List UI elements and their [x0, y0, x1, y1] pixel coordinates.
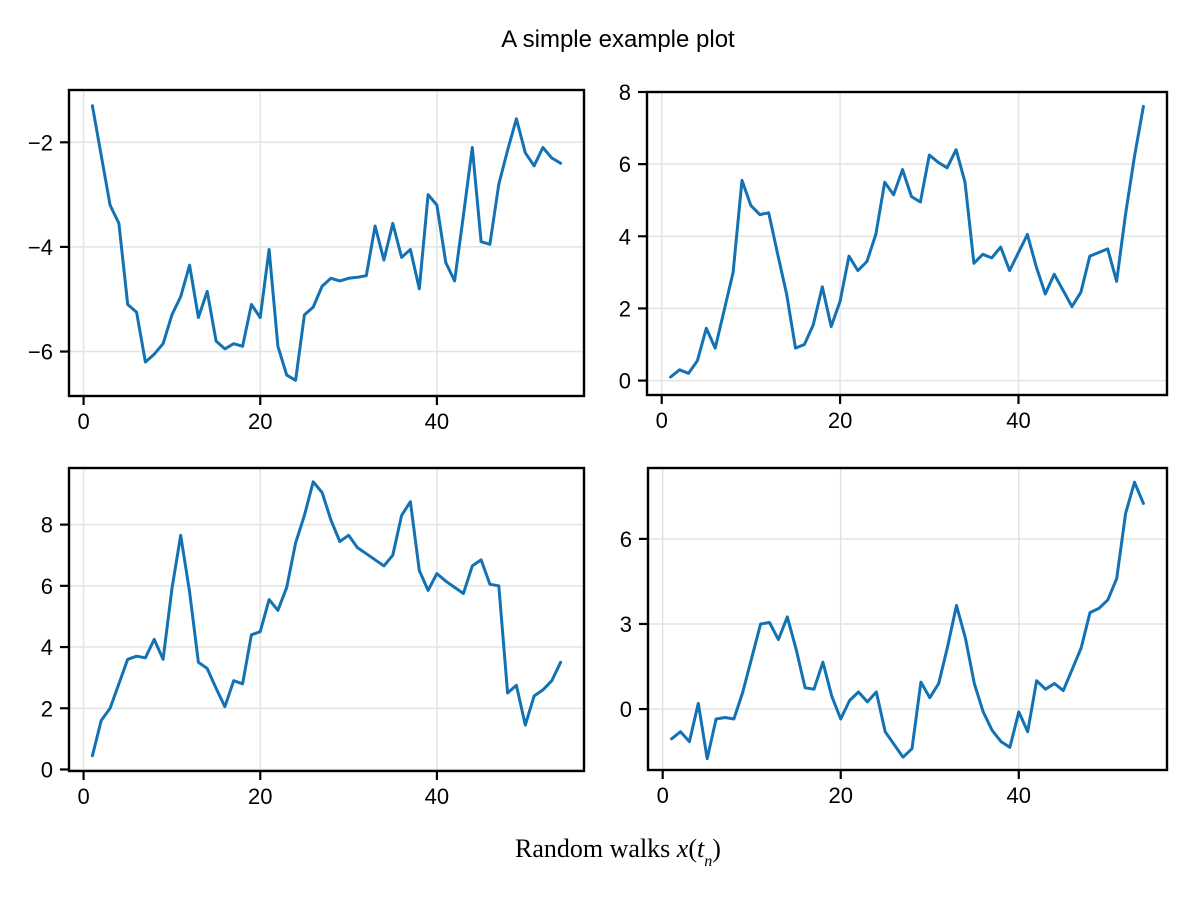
y-tick-label: 3 [620, 612, 632, 637]
x-tick-label: 0 [77, 784, 89, 809]
y-tick-label: 4 [41, 635, 53, 660]
x-tick-label: 0 [77, 409, 89, 434]
y-tick-label: 6 [41, 574, 53, 599]
y-tick-label: 0 [620, 697, 632, 722]
y-tick-label: 8 [619, 80, 631, 105]
x-tick-label: 40 [1007, 783, 1031, 808]
x-tick-label: 40 [1006, 408, 1030, 433]
y-tick-label: 2 [41, 696, 53, 721]
y-tick-label: −6 [28, 340, 53, 365]
y-tick-label: 8 [41, 513, 53, 538]
y-tick-label: 6 [620, 527, 632, 552]
caption-open-paren: ( [688, 834, 697, 863]
subplot-top-left: 0 20 40 −6 −4 −2 [28, 88, 586, 434]
series-line [669, 104, 1145, 379]
subplot-bottom-right: 0 20 40 0 3 6 [620, 466, 1169, 808]
y-tick-label: −2 [28, 130, 53, 155]
y-tick-label: 2 [619, 296, 631, 321]
y-tick-label: 0 [41, 757, 53, 782]
x-tick-label: 0 [657, 783, 669, 808]
series-line [670, 480, 1145, 761]
y-tick-label: 4 [619, 224, 631, 249]
series-line [90, 480, 563, 758]
caption-prefix: Random walks [515, 834, 677, 863]
figure-caption: Random walks x(tn) [36, 834, 1200, 869]
series-line [90, 104, 563, 382]
axis-spine-box [67, 88, 586, 398]
y-tick-label: −4 [28, 235, 53, 260]
axis-spine-box [646, 466, 1169, 772]
subplot-bottom-left: 0 20 40 0 2 4 6 8 [41, 466, 586, 809]
caption-var-x: x [676, 834, 689, 863]
caption-subscript-n: n [704, 852, 713, 870]
caption-var-t: t [697, 834, 705, 863]
subplot-top-right: 0 20 40 0 2 4 6 8 [619, 80, 1169, 433]
x-tick-label: 40 [425, 409, 449, 434]
axis-spine-box [67, 466, 586, 773]
axis-spine-box [645, 90, 1169, 397]
x-tick-label: 20 [248, 409, 272, 434]
x-tick-label: 20 [828, 783, 852, 808]
y-tick-label: 6 [619, 152, 631, 177]
y-tick-label: 0 [619, 369, 631, 394]
x-tick-label: 20 [248, 784, 272, 809]
x-tick-label: 40 [425, 784, 449, 809]
x-tick-label: 20 [828, 408, 852, 433]
caption-close-paren: ) [712, 834, 721, 863]
figure-title: A simple example plot [501, 26, 735, 53]
x-tick-label: 0 [656, 408, 668, 433]
